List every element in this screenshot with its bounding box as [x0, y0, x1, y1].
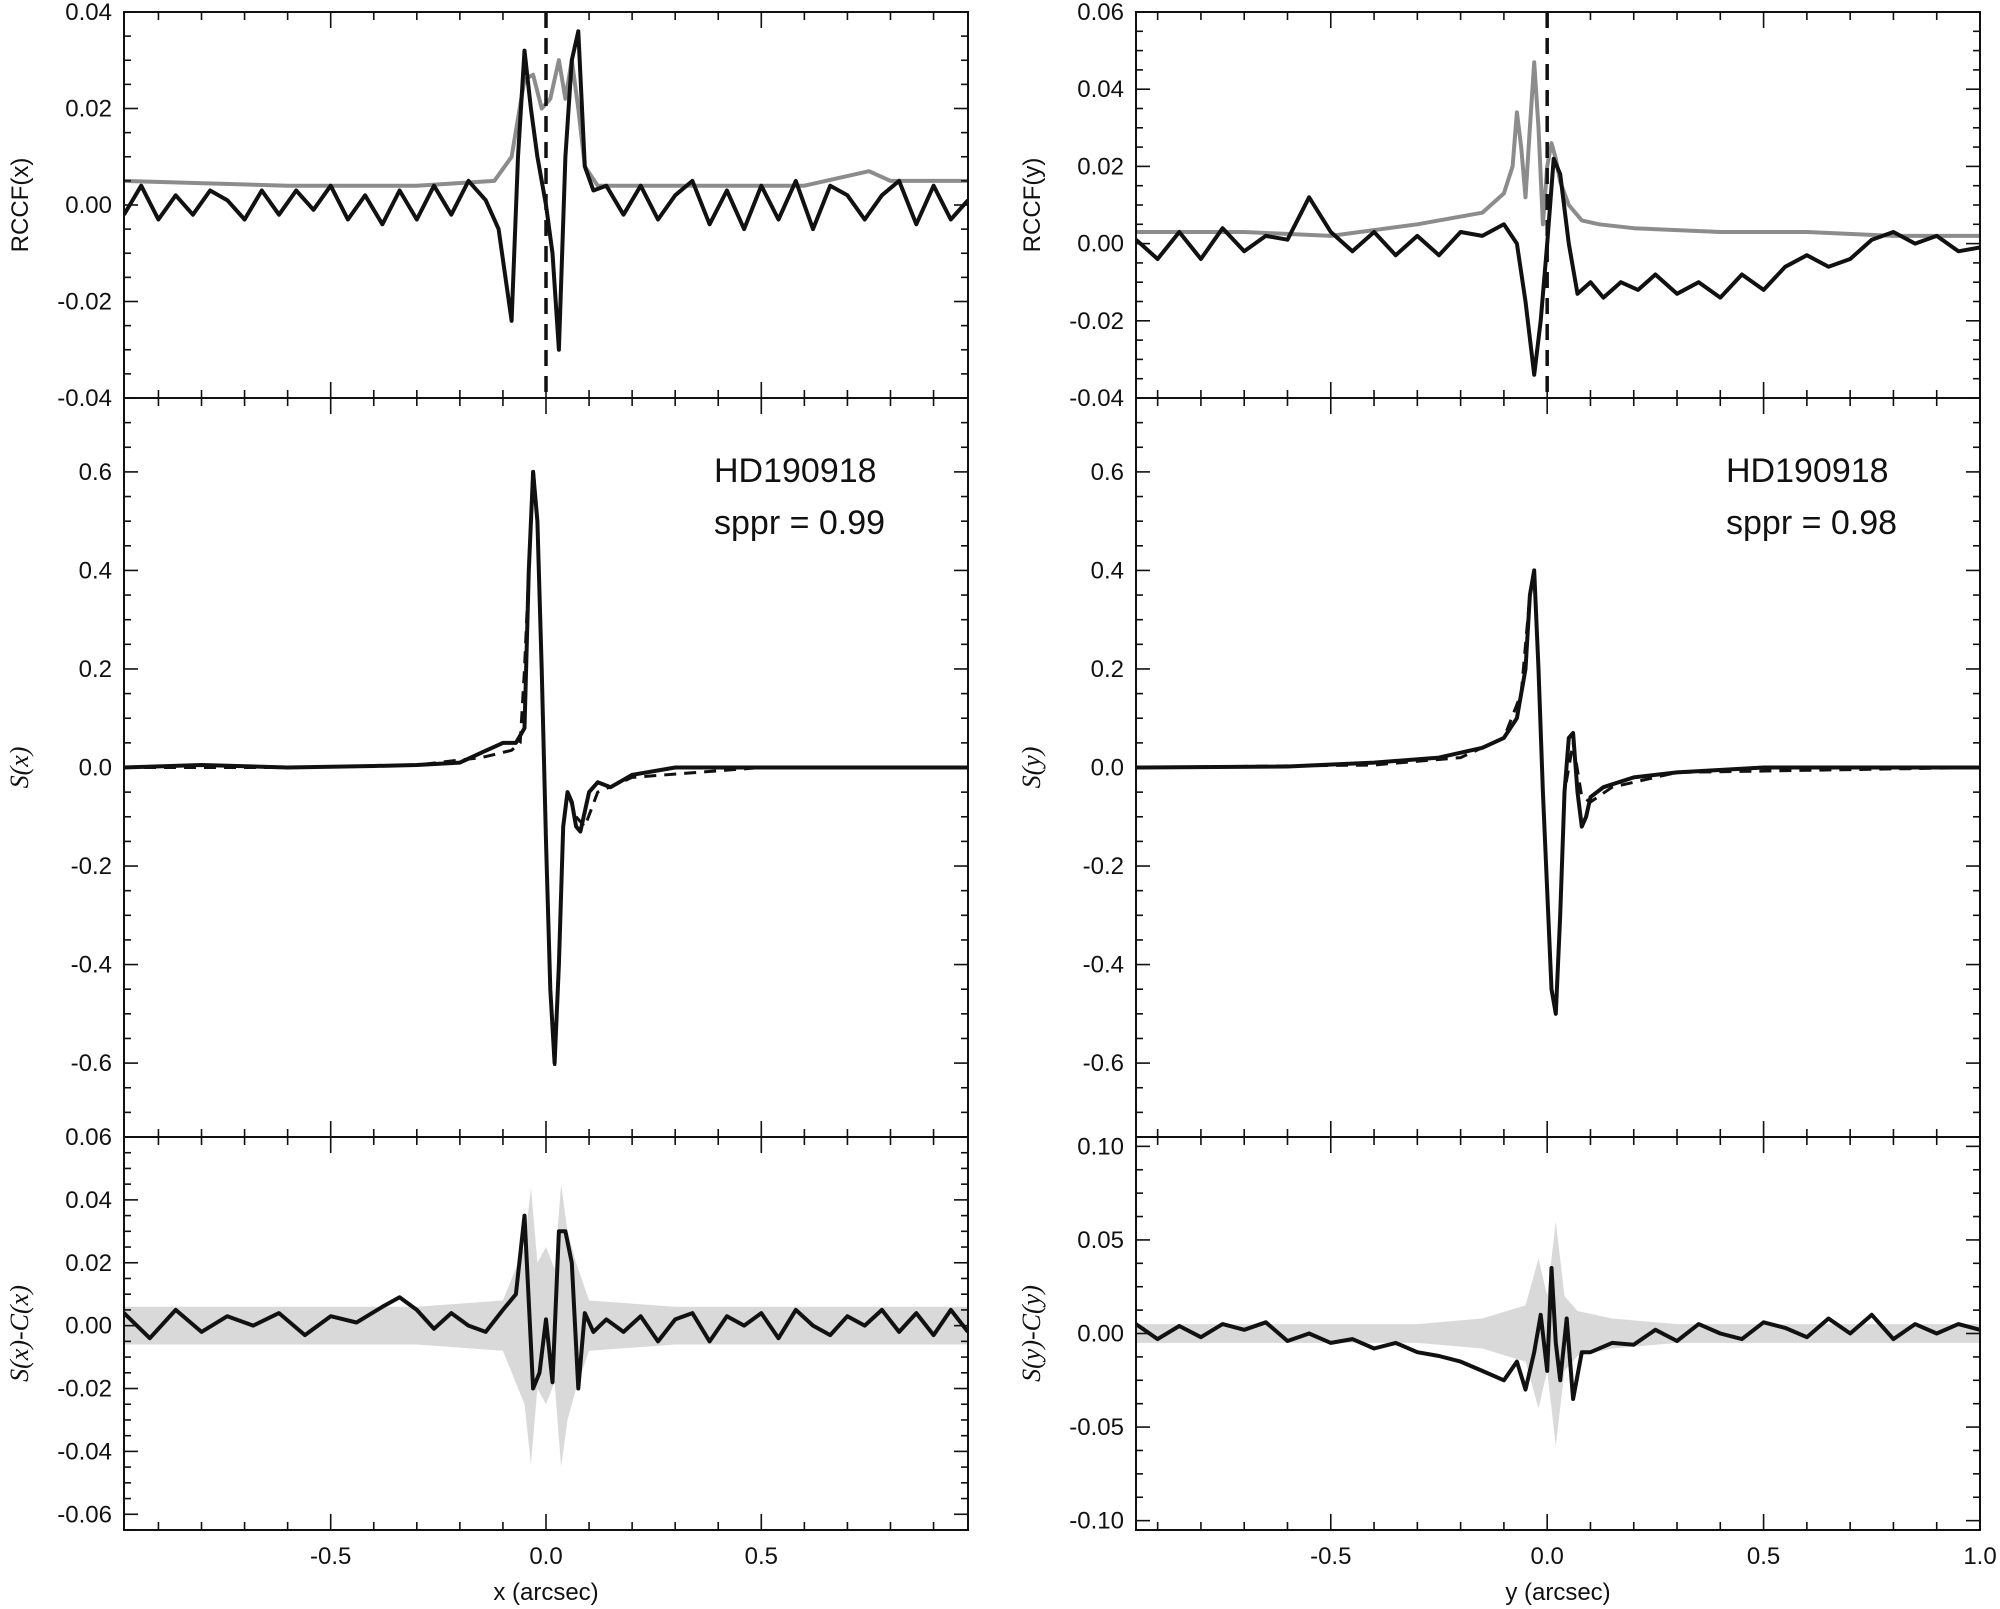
y-tick-label: 0.00	[1077, 1321, 1124, 1348]
star-annotation: sppr = 0.99	[714, 504, 885, 542]
y-tick-label: -0.4	[1083, 952, 1124, 979]
y-tick-label: 0.2	[1091, 656, 1124, 683]
y-axis-label: RCCF(x)	[7, 158, 34, 253]
uncertainty-band	[1136, 1221, 1980, 1446]
plot-area	[1136, 1221, 1980, 1446]
star-annotation: HD190918	[1726, 452, 1889, 490]
y-axis-label: RCCF(y)	[1019, 158, 1046, 253]
y-tick-label: 0.05	[1077, 1227, 1124, 1254]
y-tick-label: -0.04	[57, 1438, 112, 1465]
x-tick-label: 0.5	[745, 1543, 778, 1570]
y-tick-label: -0.05	[1069, 1414, 1124, 1441]
y-tick-label: -0.2	[1083, 853, 1124, 880]
y-tick-label: -0.6	[1083, 1050, 1124, 1077]
star-annotation: HD190918	[714, 452, 877, 490]
y-tick-label: 0.0	[79, 755, 112, 782]
y-tick-label: 0.6	[79, 459, 112, 486]
panel-right-bottom: -0.10 -0.05 0.00 0.05 0.10 -0.5 0.0 0.5 1.0 S(y)-…	[1017, 1133, 1997, 1606]
y-tick-label: 0.06	[65, 1124, 112, 1151]
panel-frame	[1135, 11, 1981, 399]
panel-left-bottom: -0.06 -0.04 -0.02 0.00 0.02 0.04 0.06 -0.5 0.0 0.…	[5, 1124, 969, 1606]
y-tick-label: 0.04	[65, 0, 112, 26]
y-tick-label: -0.10	[1069, 1508, 1124, 1535]
plot-area	[1136, 568, 1980, 1016]
x-tick-label: 0.0	[529, 1543, 562, 1570]
series-line-black-dashed	[124, 465, 968, 1070]
y-axis-label: S(x)	[5, 747, 34, 789]
series-line-gray	[1136, 60, 1980, 238]
y-tick-label: -0.06	[57, 1501, 112, 1528]
y-tick-label: 0.04	[65, 1187, 112, 1214]
y-tick-label: 0.00	[65, 1313, 112, 1340]
x-tick-label: 0.0	[1530, 1543, 1563, 1570]
y-tick-label: 0.04	[1077, 76, 1124, 103]
y-tick-label: 0.06	[1077, 0, 1124, 26]
y-tick-label: -0.04	[1069, 385, 1124, 412]
x-tick-label: 1.0	[1963, 1543, 1996, 1570]
y-tick-label: -0.02	[57, 289, 112, 316]
panel-right-top: -0.04 -0.02 0.00 0.02 0.04 0.06 RCCF(y)	[1019, 0, 1981, 412]
y-tick-label: -0.04	[57, 385, 112, 412]
x-axis-label: y (arcsec)	[1505, 1579, 1610, 1606]
y-axis-label: S(x)-C(x)	[5, 1285, 34, 1382]
series-line-black	[1136, 156, 1980, 377]
series-line-black	[124, 1213, 968, 1391]
x-tick-label: 0.5	[1747, 1543, 1780, 1570]
star-annotation: sppr = 0.98	[1726, 504, 1897, 542]
y-tick-label: 0.02	[65, 96, 112, 123]
y-axis-label: S(y)-C(y)	[1017, 1285, 1046, 1382]
x-tick-label: -0.5	[1310, 1543, 1351, 1570]
y-tick-label: -0.4	[71, 952, 112, 979]
y-axis-label: S(y)	[1017, 747, 1046, 789]
x-axis-label: x (arcsec)	[493, 1579, 598, 1606]
panel-left-middle: -0.6 -0.4 -0.2 0.0 0.2 0.4 0.6 S(x) HD190918 sppr…	[5, 397, 969, 1138]
y-tick-label: 0.00	[1077, 231, 1124, 258]
plot-area	[124, 465, 968, 1070]
y-tick-label: 0.4	[1091, 557, 1124, 584]
y-tick-label: -0.2	[71, 853, 112, 880]
x-tick-label: -0.5	[310, 1543, 351, 1570]
panel-right-middle: -0.6 -0.4 -0.2 0.0 0.2 0.4 0.6 S(y) HD190918 sppr…	[1017, 397, 1981, 1138]
y-tick-label: 0.0	[1091, 755, 1124, 782]
plot-area	[1136, 12, 1980, 398]
y-tick-label: -0.6	[71, 1050, 112, 1077]
y-tick-label: 0.4	[79, 557, 112, 584]
plot-area	[124, 1184, 968, 1468]
y-tick-label: 0.10	[1077, 1133, 1124, 1160]
panel-left-top: -0.04 -0.02 0.00 0.02 0.04 RCCF(x)	[7, 0, 969, 412]
series-line-black	[1136, 1266, 1980, 1401]
series-line-black-solid	[1136, 568, 1980, 1016]
plot-area	[124, 12, 968, 398]
series-line-gray	[124, 58, 968, 188]
series-line-black-dashed	[1136, 568, 1980, 1016]
series-line-black	[124, 29, 968, 352]
y-tick-label: 0.6	[1091, 459, 1124, 486]
y-tick-label: -0.02	[1069, 308, 1124, 335]
y-tick-label: 0.2	[79, 656, 112, 683]
y-tick-label: -0.02	[57, 1376, 112, 1403]
y-tick-label: 0.00	[65, 192, 112, 219]
y-tick-label: 0.02	[65, 1250, 112, 1277]
y-tick-label: 0.02	[1077, 153, 1124, 180]
